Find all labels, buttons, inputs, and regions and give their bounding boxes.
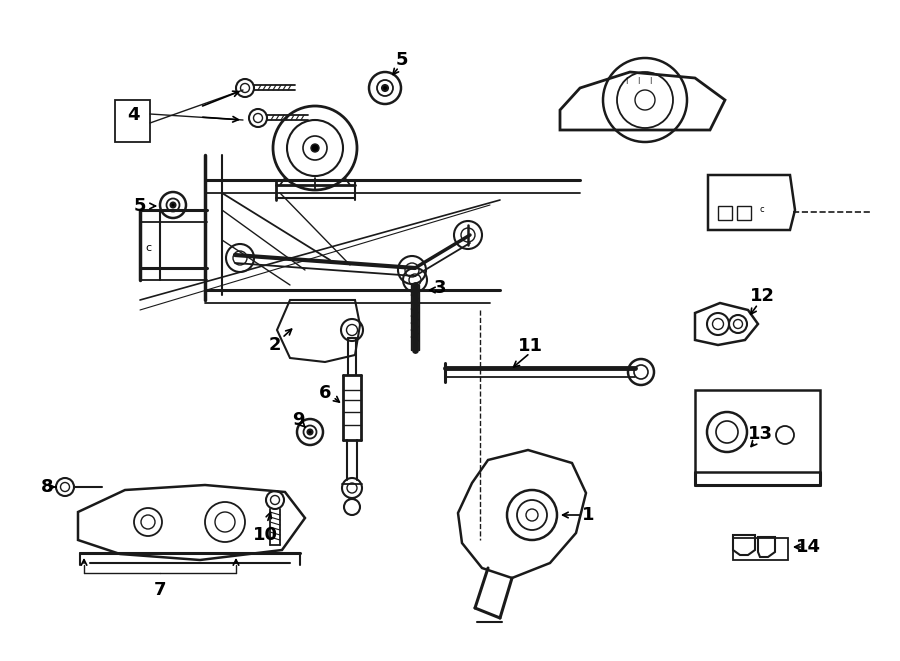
Text: 7: 7 [154,581,166,599]
Bar [718,206,732,220]
Circle shape [382,85,388,91]
Bar [737,206,751,220]
Circle shape [308,430,312,434]
Text: |: | [625,77,627,84]
Text: 10: 10 [253,526,277,544]
Text: 9: 9 [292,411,304,429]
Text: 3: 3 [434,279,446,297]
Text: 5: 5 [396,51,409,69]
Text: 1: 1 [581,506,594,524]
Text: |: | [637,77,639,84]
Text: 2: 2 [269,336,281,354]
Text: 5: 5 [134,197,146,215]
Bar [695,390,820,472]
Text: 13: 13 [748,425,772,443]
Text: |: | [649,77,652,84]
Text: 14: 14 [796,538,821,556]
Bar [115,100,150,142]
Circle shape [170,202,176,208]
Text: 8: 8 [40,478,53,496]
Bar [733,538,788,560]
Text: 4: 4 [127,106,140,124]
Text: 6: 6 [319,384,331,402]
Text: 12: 12 [750,287,775,305]
Text: c: c [760,205,765,214]
Text: 11: 11 [518,337,543,355]
Text: c: c [145,243,151,253]
Circle shape [311,144,319,152]
